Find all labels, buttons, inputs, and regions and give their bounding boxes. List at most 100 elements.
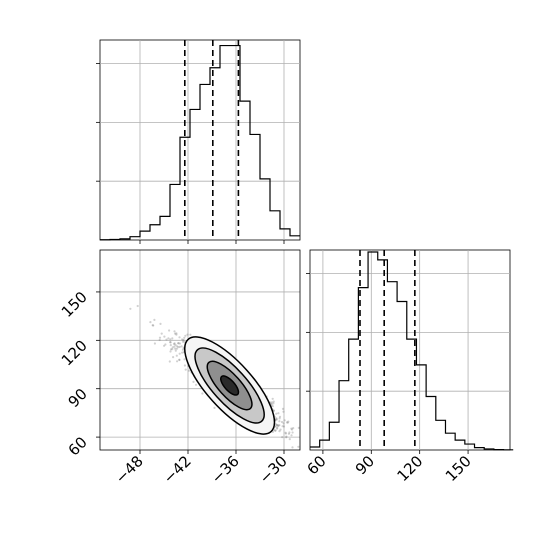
joint-density-fill — [184, 336, 275, 435]
scatter-point — [284, 432, 287, 435]
scatter-point — [178, 342, 181, 345]
scatter-point — [171, 346, 174, 349]
scatter-point — [159, 322, 162, 325]
joint-ytick-label-2: 120 — [58, 336, 91, 369]
scatter-point — [300, 445, 302, 447]
joint-xtick-label-1: −42 — [160, 452, 195, 487]
scatter-point — [275, 423, 278, 426]
hist-right-xtick-label-2: 120 — [394, 452, 427, 485]
scatter-point — [272, 402, 275, 405]
scatter-point — [272, 400, 275, 403]
hist-right-frame — [309, 249, 511, 451]
joint-xtick-label-3: −30 — [256, 452, 291, 487]
contour-line-0 — [183, 336, 276, 435]
scatter-point — [297, 426, 300, 429]
scatter-point — [178, 358, 181, 361]
scatter-point — [291, 446, 294, 449]
scatter-point — [291, 431, 294, 434]
scatter-point — [276, 426, 279, 429]
scatter-point — [172, 356, 175, 359]
scatter-point — [183, 336, 186, 339]
scatter-point — [281, 436, 284, 439]
scatter-point — [182, 338, 185, 341]
joint-xtick-label-0: −48 — [112, 452, 147, 487]
hist-top-frame — [99, 39, 301, 241]
scatter-point — [276, 423, 279, 427]
hist-right-xtick-label-3: 150 — [442, 452, 475, 485]
contour-line-2 — [206, 360, 253, 411]
scatter-point — [173, 342, 176, 345]
scatter-point — [174, 349, 177, 352]
scatter-point — [278, 415, 282, 418]
scatter-point — [174, 343, 177, 347]
scatter-point — [184, 368, 187, 371]
scatter-point — [169, 350, 172, 353]
scatter-point — [183, 364, 186, 367]
scatter-point — [284, 431, 287, 434]
scatter-point — [177, 342, 180, 345]
joint-xticks: −48 −42 −36 −30 — [112, 450, 291, 487]
scatter-point — [278, 417, 281, 420]
scatter-point — [136, 304, 139, 308]
scatter-point — [278, 430, 281, 433]
joint-ytick-label-1: 90 — [65, 385, 91, 411]
contour-line-1 — [194, 347, 265, 424]
scatter-point — [285, 436, 288, 439]
scatter-point — [171, 337, 174, 340]
scatter-point — [274, 429, 277, 432]
scatter-point — [213, 406, 216, 409]
joint-contours — [183, 336, 276, 435]
scatter-point — [176, 360, 179, 363]
hist-right-grid — [310, 250, 510, 450]
scatter-point — [178, 336, 181, 339]
scatter-point — [184, 334, 187, 337]
scatter-point — [182, 339, 185, 342]
hist-right-xtick-label-0: 60 — [304, 452, 330, 478]
scatter-point — [158, 338, 161, 342]
scatter-point — [164, 343, 167, 346]
hist-top-yticks — [96, 63, 285, 244]
scatter-point — [271, 397, 274, 400]
scatter-point — [174, 347, 177, 350]
scatter-point — [175, 333, 178, 336]
scatter-point — [302, 442, 304, 444]
joint-xtick-label-2: −36 — [208, 452, 243, 487]
scatter-point — [177, 346, 180, 349]
scatter-point — [290, 427, 293, 430]
scatter-point — [167, 337, 170, 340]
scatter-point — [270, 403, 273, 406]
scatter-point — [292, 427, 295, 430]
scatter-point — [178, 352, 181, 355]
scatter-point — [194, 383, 198, 386]
scatter-point — [175, 347, 178, 350]
scatter-point — [175, 354, 178, 357]
hist-right-panel: 60 90 120 150 — [304, 249, 514, 485]
joint-ytick-label-0: 60 — [65, 433, 91, 459]
scatter-point — [178, 358, 181, 362]
scatter-point — [278, 420, 281, 423]
contour-fill-3 — [220, 375, 239, 396]
hist-top-panel — [96, 39, 301, 244]
scatter-point — [201, 392, 204, 395]
scatter-point — [151, 324, 154, 327]
scatter-point — [276, 427, 279, 430]
scatter-point — [165, 338, 168, 341]
scatter-point — [180, 345, 183, 348]
scatter-point — [274, 418, 278, 421]
scatter-point — [275, 412, 278, 415]
scatter-point — [149, 321, 152, 324]
scatter-point — [271, 405, 274, 408]
scatter-point — [174, 332, 177, 335]
contour-line-3 — [220, 375, 240, 396]
joint-panel: −48 −42 −36 −30 60 90 120 150 — [58, 249, 304, 487]
scatter-point — [168, 329, 171, 332]
scatter-point — [281, 425, 284, 428]
scatter-point — [169, 341, 172, 344]
scatter-point — [163, 344, 166, 347]
scatter-point — [181, 351, 184, 354]
scatter-point — [287, 420, 290, 423]
scatter-point — [173, 330, 176, 333]
scatter-point — [181, 338, 184, 341]
scatter-point — [152, 324, 155, 327]
